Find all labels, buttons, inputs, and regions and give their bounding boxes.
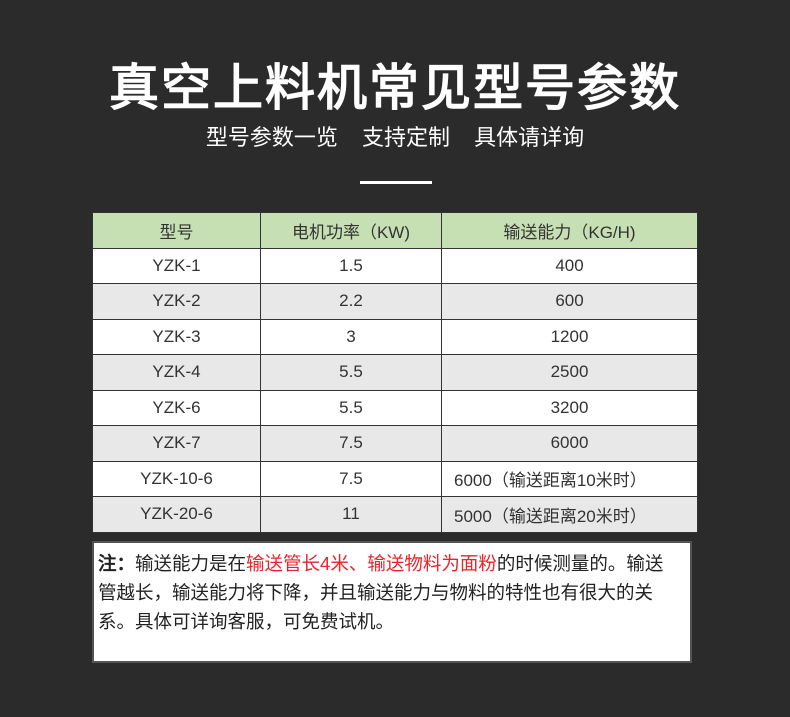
table-row: YZK-3 3 1200: [92, 318, 698, 355]
cell-model: YZK-1: [92, 247, 261, 284]
cell-capacity: 6000（输送距离10米时）: [441, 460, 698, 497]
table-header-row: 型号 电机功率（KW) 输送能力（KG/H): [92, 212, 698, 249]
divider: [360, 181, 432, 184]
page-title: 真空上料机常见型号参数: [109, 60, 681, 116]
subtitle-part: 具体请详询: [474, 125, 585, 150]
note-highlight: 输送物料为面粉: [367, 553, 497, 574]
note-box: 注：输送能力是在输送管长4米、输送物料为面粉的时候测量的。输送管越长，输送能力将…: [92, 541, 692, 663]
cell-model: YZK-20-6: [92, 496, 261, 533]
cell-power: 7.5: [260, 425, 442, 462]
cell-model: YZK-6: [92, 389, 261, 426]
table-row: YZK-20-6 11 5000（输送距离20米时）: [92, 496, 698, 533]
cell-model: YZK-10-6: [92, 460, 261, 497]
cell-power: 7.5: [260, 460, 442, 497]
cell-power: 3: [260, 318, 442, 355]
table-row: YZK-10-6 7.5 6000（输送距离10米时）: [92, 460, 698, 497]
note-highlight: 输送管长4米: [246, 553, 349, 574]
subtitle-part: 支持定制: [361, 125, 450, 150]
cell-capacity: 400: [441, 247, 698, 284]
cell-capacity: 600: [441, 283, 698, 320]
table-row: YZK-4 5.5 2500: [92, 354, 698, 391]
subtitle-part: 型号参数一览: [205, 125, 338, 150]
cell-model: YZK-2: [92, 283, 261, 320]
cell-power: 5.5: [260, 354, 442, 391]
cell-model: YZK-3: [92, 318, 261, 355]
cell-model: YZK-7: [92, 425, 261, 462]
table-row: YZK-6 5.5 3200: [92, 389, 698, 426]
cell-capacity: 6000: [441, 425, 698, 462]
cell-power: 2.2: [260, 283, 442, 320]
cell-capacity: 1200: [441, 318, 698, 355]
cell-model: YZK-4: [92, 354, 261, 391]
header-power: 电机功率（KW): [260, 212, 442, 249]
header-capacity: 输送能力（KG/H): [441, 212, 698, 249]
cell-power: 11: [260, 496, 442, 533]
cell-capacity: 2500: [441, 354, 698, 391]
cell-capacity: 3200: [441, 389, 698, 426]
spec-table: 型号 电机功率（KW) 输送能力（KG/H) YZK-1 1.5 400 YZK-2 2…: [92, 212, 698, 533]
note-text: 输送能力是在: [135, 553, 247, 574]
cell-power: 5.5: [260, 389, 442, 426]
header-model: 型号: [92, 212, 261, 249]
cell-capacity: 5000（输送距离20米时）: [441, 496, 698, 533]
note-separator: 、: [348, 553, 368, 574]
cell-power: 1.5: [260, 247, 442, 284]
table-row: YZK-7 7.5 6000: [92, 425, 698, 462]
note-text: 的时候测量的。输送管越长，输送能力将下降，并且输送能力与物料的特性也有很大的关系…: [98, 553, 664, 632]
table-row: YZK-2 2.2 600: [92, 283, 698, 320]
subtitle: 型号参数一览 支持定制 具体请详询: [0, 120, 790, 152]
table-row: YZK-1 1.5 400: [92, 247, 698, 284]
note-label: 注：: [98, 553, 136, 574]
